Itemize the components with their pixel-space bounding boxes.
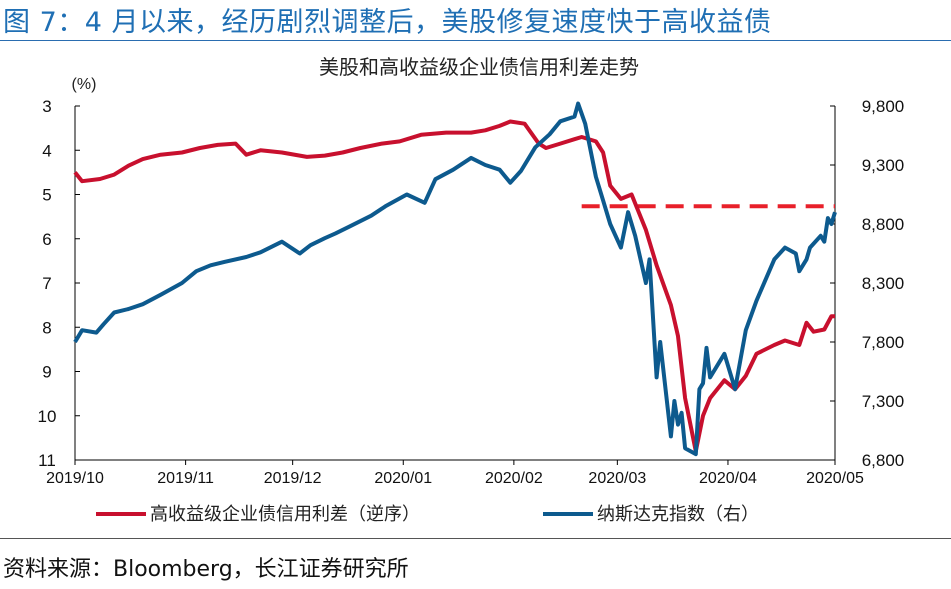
legend: 高收益级企业债信用利差（逆序） 纳斯达克指数（右） <box>96 504 759 525</box>
left-tick-label: 4 <box>42 141 51 160</box>
left-tick-label: 6 <box>42 230 51 249</box>
right-tick-label: 7,800 <box>862 333 905 352</box>
right-tick-label: 6,800 <box>862 451 905 470</box>
left-tick-label: 3 <box>42 97 51 116</box>
left-axis-unit: (%) <box>72 76 97 93</box>
x-tick-label: 2020/03 <box>588 470 646 487</box>
left-tick-label: 11 <box>38 451 56 470</box>
title-rule <box>0 40 951 41</box>
figure-title: 图 7：4 月以来，经历剧烈调整后，美股修复速度快于高收益债 <box>3 7 772 38</box>
left-tick-label: 8 <box>42 318 51 337</box>
source-note: 资料来源：Bloomberg，长江证券研究所 <box>3 557 409 582</box>
legend-label-nasdaq: 纳斯达克指数（右） <box>597 504 759 525</box>
right-tick-label: 9,300 <box>862 156 905 175</box>
left-tick-label: 5 <box>42 186 51 205</box>
legend-label-spread: 高收益级企业债信用利差（逆序） <box>150 504 420 525</box>
spread-line <box>73 119 835 454</box>
x-tick-label: 2019/11 <box>157 470 214 487</box>
right-tick-label: 8,800 <box>862 215 905 234</box>
x-tick-label: 2020/05 <box>806 470 864 487</box>
x-tick-label: 2020/02 <box>485 470 543 487</box>
nasdaq-line <box>73 101 837 457</box>
x-tick-label: 2020/04 <box>699 470 757 487</box>
left-tick-label: 9 <box>42 363 51 382</box>
right-tick-label: 7,300 <box>862 392 905 411</box>
chart: 美股和高收益级企业债信用利差走势 (%) 3 4 5 6 7 8 9 10 11 6,800 7,3… <box>38 55 905 525</box>
left-tick-label: 7 <box>42 274 51 293</box>
left-tick-label: 10 <box>38 407 57 426</box>
x-tick-label: 2020/01 <box>374 470 432 487</box>
x-tick-label: 2019/10 <box>46 470 104 487</box>
x-tick-label: 2019/12 <box>264 470 322 487</box>
chart-title: 美股和高收益级企业债信用利差走势 <box>319 55 639 79</box>
right-tick-label: 8,300 <box>862 274 905 293</box>
right-tick-label: 9,800 <box>862 97 905 116</box>
source-rule <box>0 538 951 539</box>
